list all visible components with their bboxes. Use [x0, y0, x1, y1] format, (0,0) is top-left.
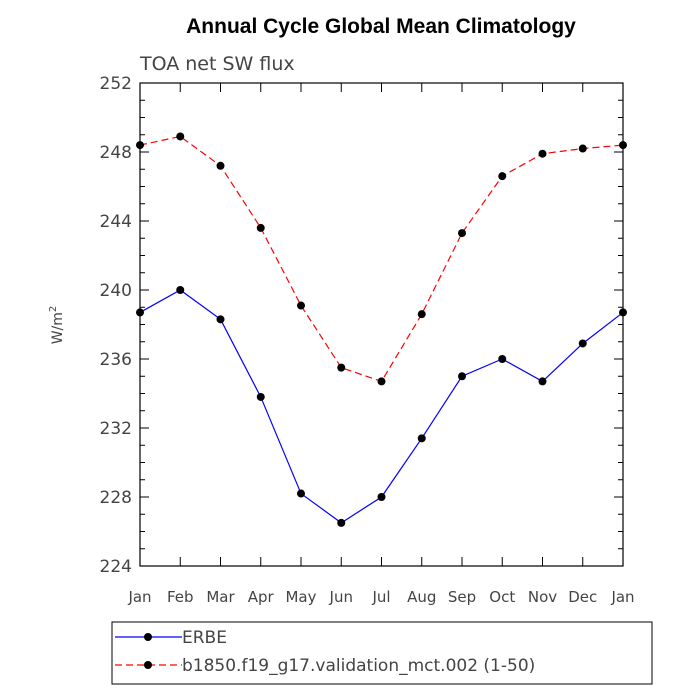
series-layer [136, 132, 627, 527]
data-point [136, 308, 144, 317]
x-tick-label: Feb [167, 588, 194, 606]
legend-label: b1850.f19_g17.validation_mct.002 (1-50) [182, 656, 535, 676]
data-point [256, 392, 265, 401]
data-point [216, 315, 225, 324]
data-point [377, 377, 386, 386]
data-point [538, 377, 547, 386]
x-tick-label: Nov [528, 588, 557, 606]
x-tick-label: Sep [448, 588, 476, 606]
y-tick-label: 248 [100, 143, 132, 163]
data-point [498, 172, 507, 181]
x-tick-label: May [285, 588, 316, 606]
series-line-1 [139, 135, 624, 383]
legend-label: ERBE [182, 628, 227, 648]
data-point [619, 141, 627, 150]
data-point [176, 132, 185, 141]
data-point [297, 301, 305, 310]
x-tick-label: Aug [407, 588, 436, 606]
data-point [538, 149, 547, 158]
data-point [417, 434, 426, 443]
data-point [578, 144, 587, 153]
x-tick-label: Jul [371, 588, 390, 606]
chart-subtitle: TOA net SW flux [139, 53, 295, 75]
data-point [578, 339, 587, 348]
data-point [417, 310, 426, 319]
y-axis-ticks: 224 228 232 236 240 244 248 252 [100, 74, 623, 577]
x-tick-label: Oct [489, 588, 515, 606]
y-tick-label: 236 [100, 350, 132, 370]
data-point [297, 489, 305, 498]
x-tick-label: Jun [329, 588, 353, 606]
legend: ERBE b1850.f19_g17.validation_mct.002 (1-… [111, 621, 653, 685]
series-line-0 [139, 289, 624, 524]
data-point [377, 493, 386, 501]
y-tick-label: 252 [100, 74, 132, 94]
data-point [176, 286, 185, 294]
data-point [256, 223, 265, 232]
data-point [458, 372, 466, 381]
x-tick-label: Dec [568, 588, 597, 606]
y-tick-label: 228 [100, 488, 132, 508]
legend-box [111, 621, 653, 685]
x-tick-label: Jan [127, 588, 151, 606]
y-axis-label: W/m2 [48, 306, 66, 345]
x-axis-ticks: Jan Feb Mar Apr May Jun Jul Aug Sep Oct Nov Dec Jan [127, 83, 635, 606]
y-tick-label: 232 [100, 419, 132, 439]
data-point [216, 161, 225, 170]
legend-marker [144, 661, 152, 669]
data-point [498, 355, 507, 363]
x-tick-label: Apr [248, 588, 275, 606]
x-tick-label: Mar [206, 588, 235, 606]
data-point [619, 308, 627, 317]
legend-marker [144, 633, 152, 641]
data-point [337, 363, 346, 372]
x-tick-label: Jan [610, 588, 634, 606]
data-point [458, 229, 466, 238]
y-tick-label: 240 [100, 281, 132, 301]
data-point [337, 518, 346, 527]
chart-title: Annual Cycle Global Mean Climatology [186, 15, 576, 38]
data-point [136, 141, 144, 150]
y-tick-label: 224 [100, 557, 132, 577]
y-tick-label: 244 [100, 212, 132, 232]
